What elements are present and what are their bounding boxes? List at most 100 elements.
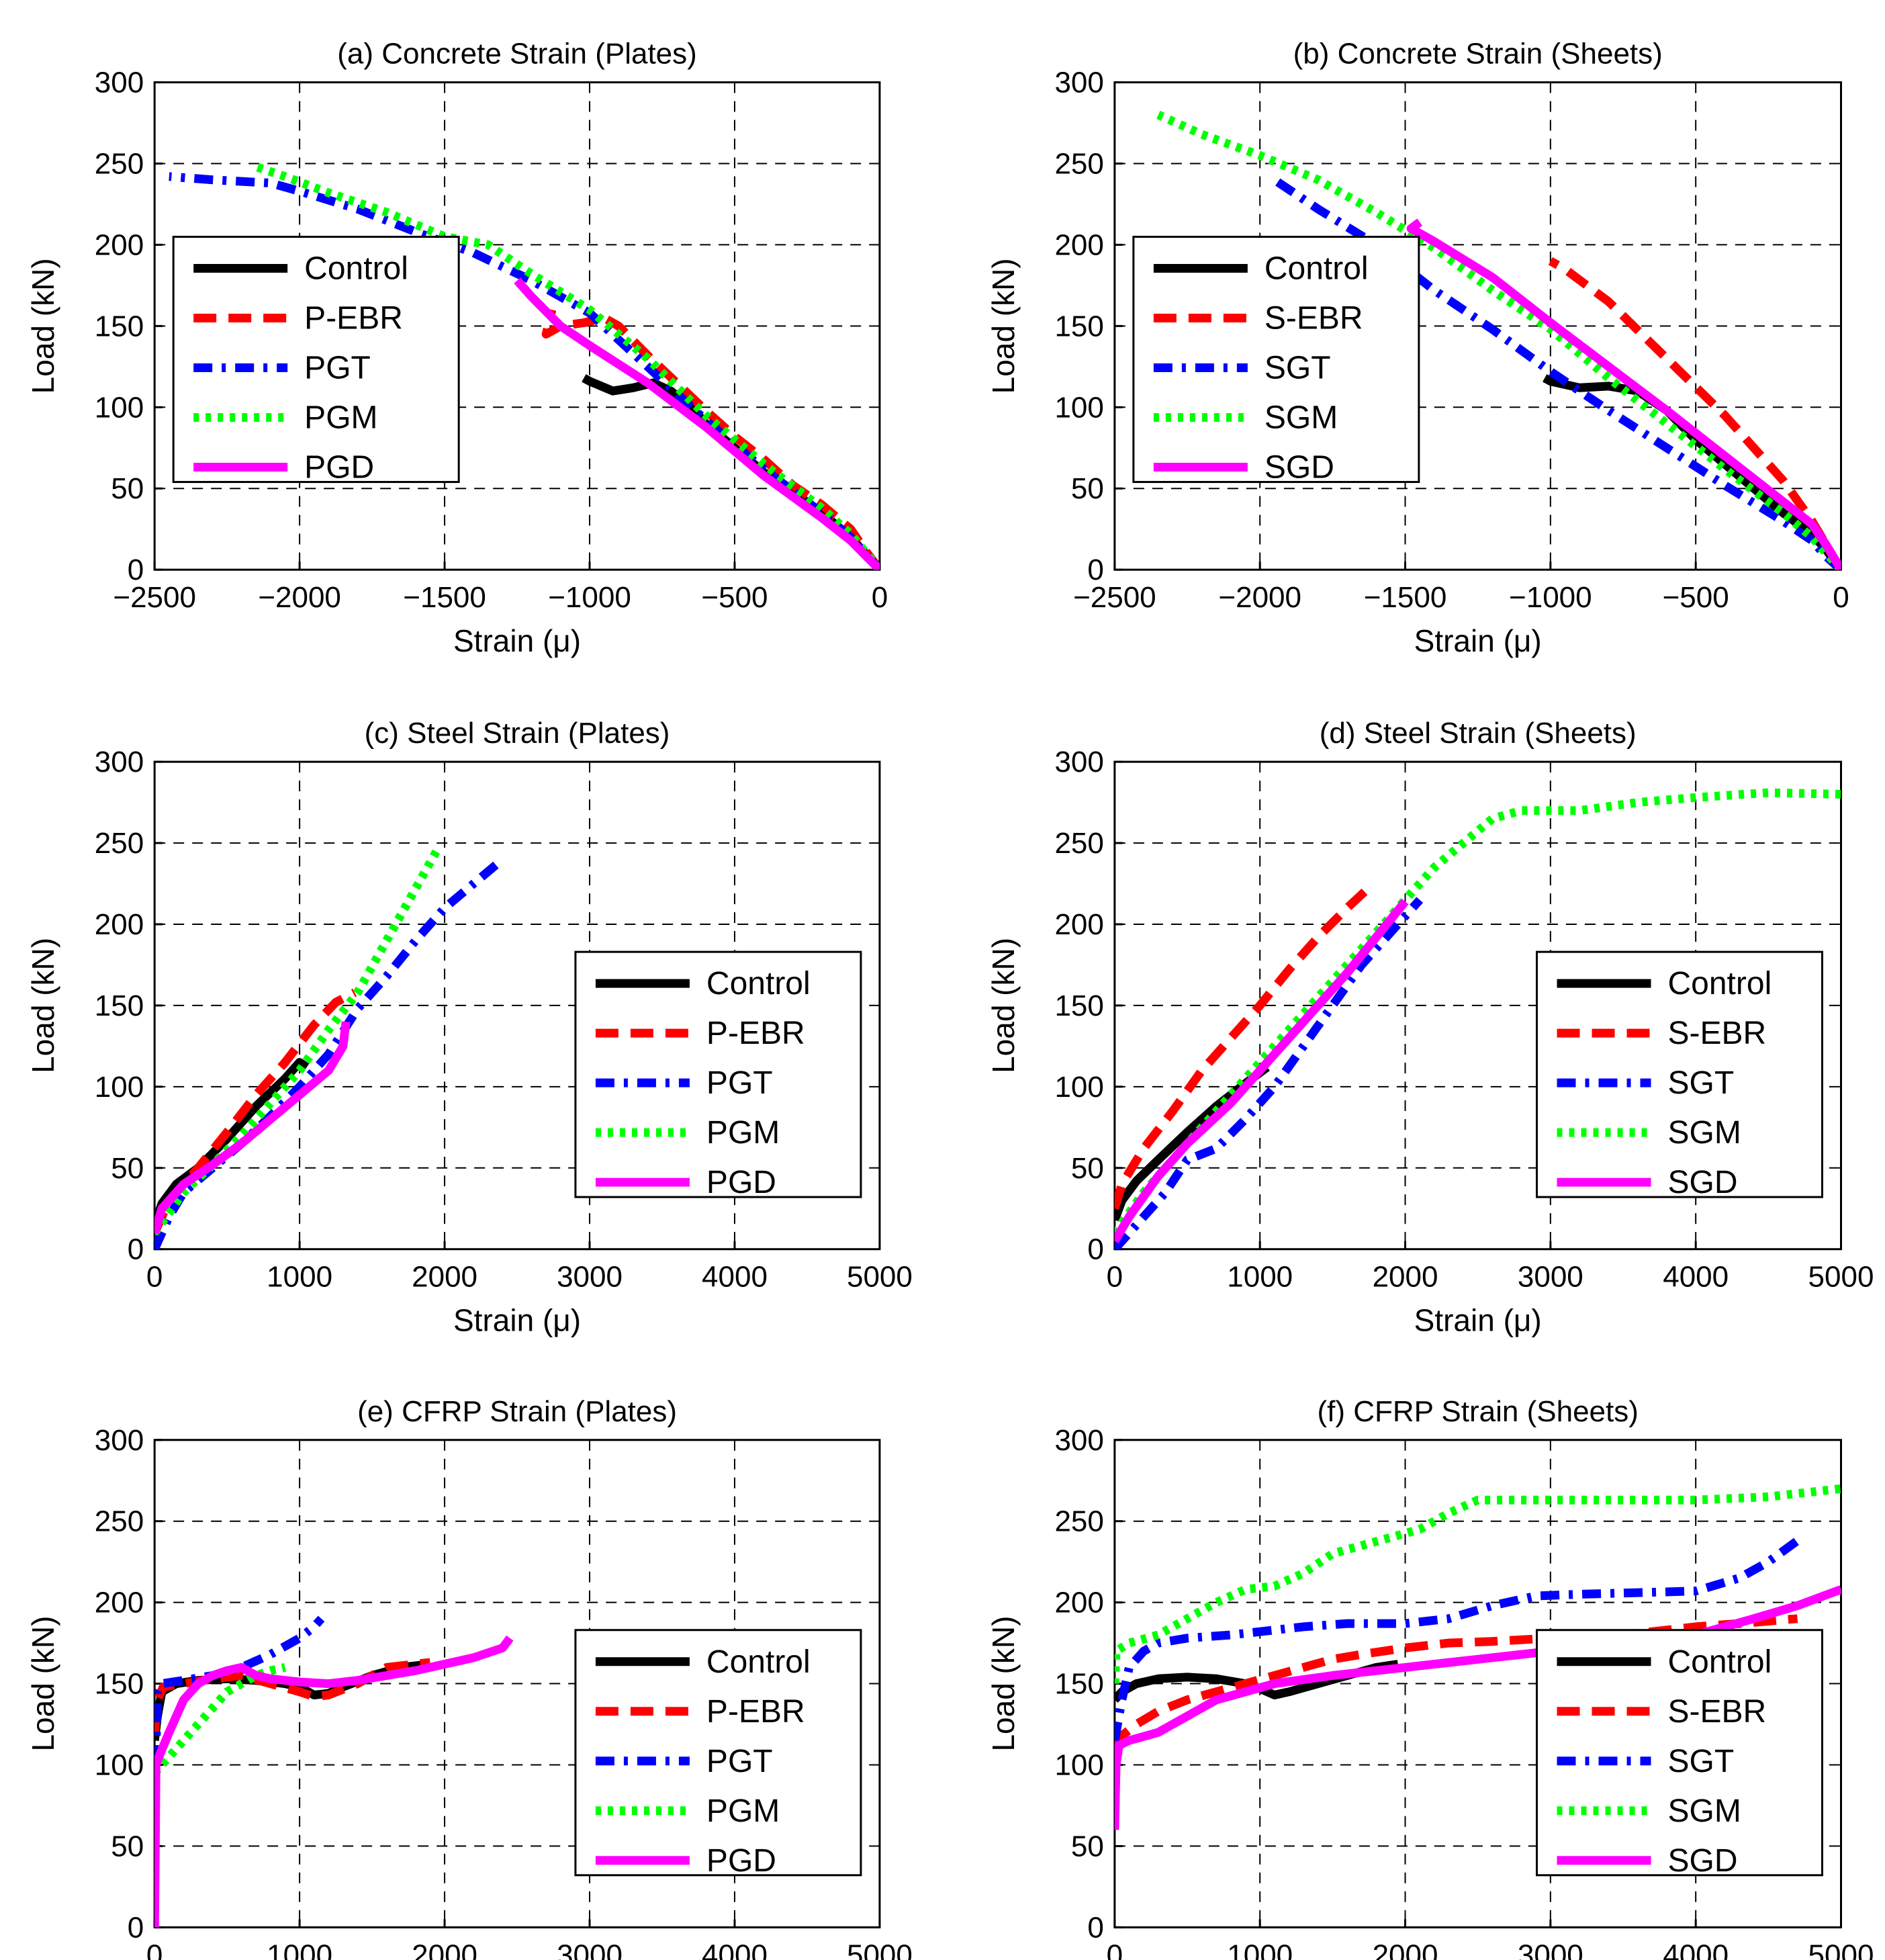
y-axis-label: Load (kN): [26, 1616, 60, 1752]
x-tick-label: 1000: [267, 1261, 332, 1294]
legend-label: SGD: [1265, 450, 1334, 486]
series-line-pgd: [154, 1021, 351, 1235]
series-line-sgm: [1156, 110, 1841, 570]
legend-label: SGT: [1668, 1744, 1735, 1779]
x-tick-label: 1000: [267, 1939, 332, 1960]
x-tick-label: 3000: [1518, 1939, 1583, 1960]
y-tick-label: 300: [95, 746, 144, 778]
y-tick-label: 0: [1087, 553, 1103, 586]
y-tick-label: 300: [95, 1424, 144, 1457]
series-line-pgt: [169, 172, 880, 570]
y-tick-label: 100: [1054, 1071, 1103, 1104]
y-tick-label: 100: [95, 1748, 144, 1781]
y-tick-label: 250: [95, 1505, 144, 1538]
x-tick-label: 0: [872, 581, 888, 614]
y-tick-label: 50: [1071, 1152, 1104, 1185]
series-line-sgd: [1406, 218, 1841, 570]
y-tick-label: 150: [95, 310, 144, 343]
x-tick-label: 5000: [847, 1261, 913, 1294]
series-line-sgd: [1114, 899, 1409, 1243]
x-tick-label: 4000: [702, 1939, 768, 1960]
legend-box: [1536, 1629, 1824, 1877]
y-tick-label: 0: [128, 1233, 144, 1266]
x-tick-label: −1500: [403, 581, 486, 614]
legend-label: P-EBR: [706, 1016, 805, 1051]
x-tick-label: 4000: [1663, 1261, 1729, 1294]
legend-box: [1132, 236, 1420, 484]
chart-title: (b) Concrete Strain (Sheets): [1293, 38, 1663, 71]
legend-label: SGM: [1265, 400, 1338, 436]
x-tick-label: 0: [146, 1939, 163, 1960]
y-tick-label: 0: [128, 553, 144, 586]
chart-title: (e) CFRP Strain (Plates): [357, 1395, 677, 1428]
chart-c: 0 1000 2000 3000 4000 5000 0 50 100 150 200 250 300 (…: [26, 717, 913, 1338]
y-tick-label: 200: [1054, 228, 1103, 261]
y-axis-label: Load (kN): [986, 938, 1021, 1073]
y-tick-label: 0: [1087, 1911, 1103, 1944]
legend-box: [1536, 950, 1824, 1198]
legend-label: S-EBR: [1668, 1694, 1767, 1730]
x-tick-label: 5000: [1808, 1261, 1874, 1294]
legend-label: SGM: [1668, 1115, 1741, 1151]
legend-label: PGT: [706, 1744, 773, 1779]
x-tick-label: 2000: [1373, 1939, 1438, 1960]
chart-title: (f) CFRP Strain (Sheets): [1317, 1395, 1638, 1428]
y-tick-label: 300: [1054, 66, 1103, 99]
y-tick-label: 100: [95, 1071, 144, 1104]
y-tick-label: 50: [1071, 1830, 1104, 1863]
legend-label: SGD: [1668, 1165, 1738, 1200]
series-line-pgm: [255, 163, 880, 570]
y-tick-label: 250: [95, 147, 144, 180]
x-tick-label: 0: [1107, 1939, 1123, 1960]
x-axis-label: Strain (μ): [1414, 1303, 1542, 1338]
y-tick-label: 250: [1054, 147, 1103, 180]
y-tick-label: 300: [1054, 746, 1103, 778]
legend-label: S-EBR: [1265, 301, 1363, 337]
x-tick-label: 4000: [702, 1261, 768, 1294]
y-tick-label: 150: [95, 989, 144, 1022]
series-line-sgm: [1114, 1484, 1841, 1684]
x-axis-label: Strain (μ): [1414, 623, 1542, 658]
chart-title: (d) Steel Strain (Sheets): [1320, 717, 1637, 750]
y-tick-label: 300: [95, 66, 144, 99]
legend-label: P-EBR: [706, 1694, 805, 1730]
chart-a: −2500 −2000 −1500 −1000 −500 0 0 50 100 150 200 250…: [26, 38, 888, 659]
x-tick-label: −1000: [1509, 581, 1592, 614]
y-axis-label: Load (kN): [26, 258, 60, 394]
legend-label: PGD: [706, 1165, 776, 1200]
x-tick-label: 2000: [412, 1939, 477, 1960]
x-tick-label: 1000: [1227, 1261, 1293, 1294]
y-tick-label: 200: [95, 228, 144, 261]
x-tick-label: −2000: [1218, 581, 1301, 614]
legend-label: SGT: [1265, 351, 1331, 386]
x-tick-label: 3000: [557, 1939, 623, 1960]
legend: Control P-EBR PGT PGM PGD: [574, 950, 862, 1200]
y-tick-label: 200: [1054, 908, 1103, 941]
legend-label: S-EBR: [1668, 1016, 1767, 1051]
legend: Control S-EBR SGT SGM SGD: [1536, 950, 1824, 1200]
y-tick-label: 150: [1054, 1668, 1103, 1701]
y-tick-label: 200: [95, 1587, 144, 1619]
x-axis-label: Strain (μ): [453, 1303, 581, 1338]
legend-label: PGT: [706, 1065, 773, 1101]
y-tick-label: 150: [1054, 989, 1103, 1022]
y-tick-label: 0: [128, 1911, 144, 1944]
y-tick-label: 300: [1054, 1424, 1103, 1457]
y-axis-label: Load (kN): [986, 258, 1021, 394]
series-group: [169, 163, 880, 570]
chart-d: 0 1000 2000 3000 4000 5000 0 50 100 150 200 250 300 (…: [986, 717, 1874, 1338]
legend: Control P-EBR PGT PGM PGD: [574, 1629, 862, 1879]
series-group: [1156, 110, 1841, 570]
x-tick-label: −500: [701, 581, 768, 614]
x-tick-label: 5000: [1808, 1939, 1874, 1960]
legend: Control S-EBR SGT SGM SGD: [1536, 1629, 1824, 1879]
legend-label: SGM: [1668, 1793, 1741, 1829]
legend-label: P-EBR: [304, 301, 403, 337]
y-tick-label: 200: [95, 908, 144, 941]
y-tick-label: 250: [1054, 1505, 1103, 1538]
legend-label: Control: [706, 1644, 811, 1680]
x-tick-label: 1000: [1227, 1939, 1293, 1960]
series-group: [154, 1615, 514, 1928]
series-line-pgt: [154, 856, 506, 1249]
